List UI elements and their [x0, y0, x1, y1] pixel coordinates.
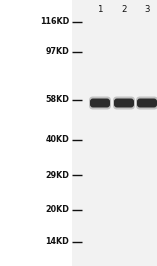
Text: 2: 2	[121, 6, 127, 15]
Text: 20KD: 20KD	[45, 206, 69, 214]
Text: 116KD: 116KD	[40, 18, 69, 27]
Text: 14KD: 14KD	[45, 238, 69, 247]
Text: 58KD: 58KD	[45, 95, 69, 105]
Bar	[72, 0, 157, 266]
FancyBboxPatch shape	[89, 97, 111, 110]
Text: 1: 1	[97, 6, 103, 15]
FancyBboxPatch shape	[137, 98, 157, 107]
Text: 3: 3	[144, 6, 150, 15]
FancyBboxPatch shape	[114, 98, 134, 107]
FancyBboxPatch shape	[90, 98, 110, 107]
Text: 29KD: 29KD	[45, 171, 69, 180]
Text: 97KD: 97KD	[45, 48, 69, 56]
FancyBboxPatch shape	[136, 97, 157, 110]
FancyBboxPatch shape	[113, 97, 135, 110]
Text: 40KD: 40KD	[45, 135, 69, 144]
